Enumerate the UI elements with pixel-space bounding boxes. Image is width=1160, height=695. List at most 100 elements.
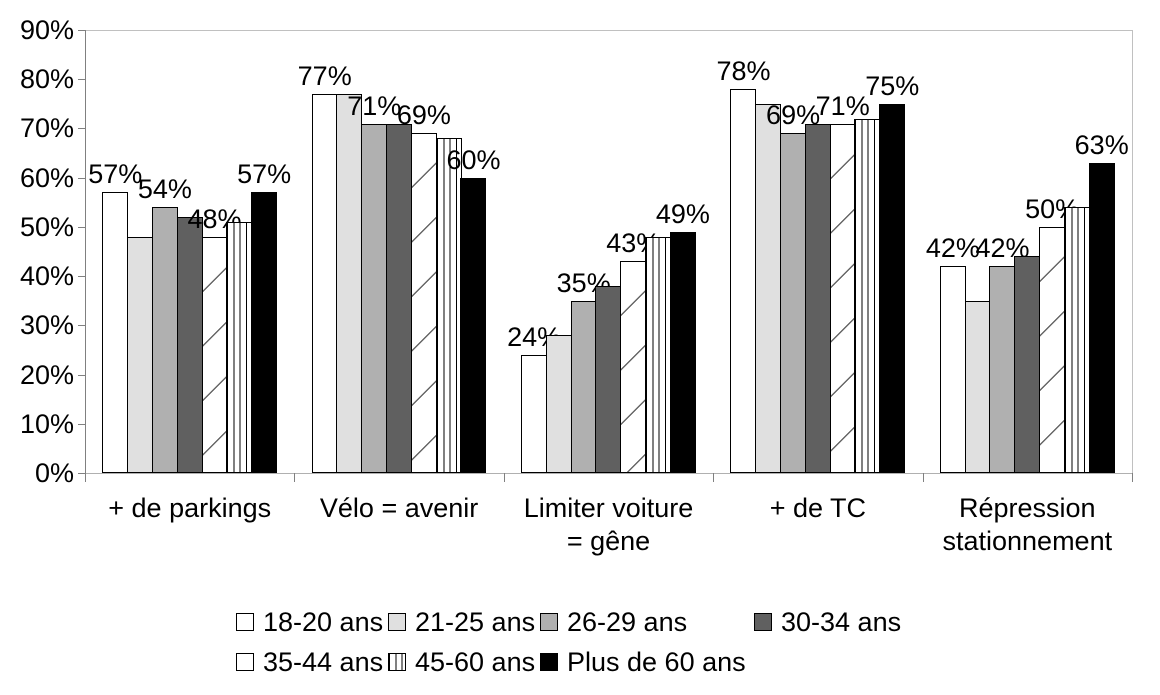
legend-label: 45-60 ans	[415, 647, 536, 677]
bar-group: 57% 54% 48% 57%	[85, 30, 294, 473]
y-axis-tick-mark	[78, 423, 85, 425]
bar-value-label: 69%	[396, 100, 451, 131]
bar-35-44-ans	[829, 123, 856, 473]
bar-plus-de-60-ans	[460, 177, 487, 473]
legend-row: 35-44 ans 45-60 ans Plus de 60 ans	[236, 642, 901, 682]
legend-swatch	[540, 653, 558, 671]
legend-item-26-29-ans: 26-29 ans	[540, 607, 692, 637]
bar-21-25-ans	[755, 103, 782, 473]
y-axis-tick-mark	[78, 79, 85, 81]
bar-value-label: 71%	[347, 90, 402, 121]
bar-group: 78% 69% 71% 75%	[713, 30, 922, 473]
bar-26-29-ans	[780, 133, 807, 473]
bar-plus-de-60-ans	[669, 231, 696, 473]
legend-item-18-20-ans: 18-20 ans	[236, 607, 388, 637]
bar-21-25-ans	[545, 335, 572, 473]
bar-18-20-ans	[730, 89, 757, 473]
y-axis-tick-label: 60%	[19, 162, 74, 193]
bar-26-29-ans	[151, 207, 178, 473]
legend-label: 35-44 ans	[263, 647, 384, 677]
bar-plus-de-60-ans	[251, 192, 278, 473]
category-label: Répression stationnement	[942, 493, 1113, 556]
y-axis-tick-mark	[78, 325, 85, 327]
legend-swatch	[388, 613, 406, 631]
legend-label: 18-20 ans	[263, 607, 384, 637]
bar-value-label: 75%	[865, 70, 920, 101]
bar-group: 42% 42% 50% 63%	[923, 30, 1132, 473]
bar-value-label: 78%	[716, 56, 771, 87]
bar-group: 77% 71% 69% 60%	[294, 30, 503, 473]
legend-label: 30-34 ans	[781, 607, 902, 637]
bar-30-34-ans	[804, 123, 831, 473]
bar-18-20-ans	[521, 354, 548, 473]
y-axis-tick-mark	[78, 226, 85, 228]
bar-26-29-ans	[570, 300, 597, 473]
bar-plus-de-60-ans	[1088, 162, 1115, 473]
legend-swatch	[236, 653, 254, 671]
y-axis-tick-label: 20%	[19, 359, 74, 390]
legend-item-35-44-ans: 35-44 ans	[236, 647, 388, 677]
legend-row: 18-20 ans 21-25 ans 26-29 ans 30-34 ans	[236, 602, 901, 642]
legend-item-21-25-ans: 21-25 ans	[388, 607, 540, 637]
category-label: + de TC	[769, 493, 867, 523]
bar-value-label: 63%	[1074, 129, 1129, 160]
bar-45-60-ans	[435, 138, 462, 473]
bar-value-label: 54%	[137, 174, 192, 205]
legend-label: 26-29 ans	[567, 607, 688, 637]
x-axis-tick-mark	[85, 473, 86, 482]
category-label: Limiter voiture = gêne	[523, 493, 694, 556]
bar-plus-de-60-ans	[879, 103, 906, 473]
bar-value-label: 71%	[815, 90, 870, 121]
bar-value-label: 42%	[925, 233, 980, 264]
legend-label: Plus de 60 ans	[567, 647, 746, 677]
y-axis-tick-label: 10%	[19, 408, 74, 439]
bar-21-25-ans	[964, 300, 991, 473]
x-axis-tick-mark	[1132, 473, 1133, 482]
legend-item-plus-de-60-ans: Plus de 60 ans	[540, 647, 746, 677]
bar-18-20-ans	[939, 266, 966, 473]
x-axis-tick-mark	[713, 473, 715, 482]
bar-group: 24% 35% 43% 49%	[504, 30, 713, 473]
bar-26-29-ans	[989, 266, 1016, 473]
y-axis-tick-label: 80%	[19, 64, 74, 95]
bar-45-60-ans	[645, 236, 672, 473]
legend: 18-20 ans 21-25 ans 26-29 ans 30-34 ans 35-4…	[236, 602, 901, 682]
legend-swatch	[540, 613, 558, 631]
y-axis-tick-label: 30%	[19, 310, 74, 341]
y-axis-tick-mark	[78, 473, 85, 474]
bar-45-60-ans	[226, 221, 253, 473]
category-label: + de parkings	[108, 493, 272, 523]
x-axis-tick-mark	[294, 473, 296, 482]
bar-30-34-ans	[1014, 256, 1041, 473]
bar-value-label: 77%	[297, 60, 352, 91]
y-axis-tick-label: 50%	[19, 211, 74, 242]
bar-35-44-ans	[1039, 226, 1066, 473]
bar-35-44-ans	[201, 236, 228, 473]
legend-swatch	[388, 653, 406, 671]
bar-value-label: 57%	[237, 159, 292, 190]
bar-30-34-ans	[176, 217, 203, 473]
y-axis-tick-label: 90%	[19, 15, 74, 45]
bar-30-34-ans	[386, 123, 413, 473]
bar-18-20-ans	[311, 94, 338, 473]
y-axis-tick-label: 40%	[19, 261, 74, 292]
category-label: Vélo = avenir	[319, 493, 479, 523]
x-axis-tick-mark	[922, 473, 924, 482]
legend-item-45-60-ans: 45-60 ans	[388, 647, 540, 677]
y-axis-tick-label: 0%	[34, 458, 74, 488]
bar-21-25-ans	[127, 236, 154, 473]
bar-21-25-ans	[336, 94, 363, 473]
bar-value-label: 60%	[446, 144, 501, 175]
bar-30-34-ans	[595, 285, 622, 473]
y-axis-tick-mark	[78, 276, 85, 278]
bar-value-label: 57%	[88, 159, 143, 190]
legend-label: 21-25 ans	[415, 607, 536, 637]
y-axis-tick-label: 70%	[19, 113, 74, 144]
bar-value-label: 49%	[655, 198, 710, 229]
plot-area: 57% 54% 48% 57% 77% 71% 69% 60% 24% 35% 43% 49% 78% 6…	[85, 30, 1132, 473]
bar-26-29-ans	[361, 123, 388, 473]
y-axis-tick-mark	[78, 128, 85, 130]
legend-swatch	[236, 613, 254, 631]
x-axis-line	[85, 473, 1132, 474]
